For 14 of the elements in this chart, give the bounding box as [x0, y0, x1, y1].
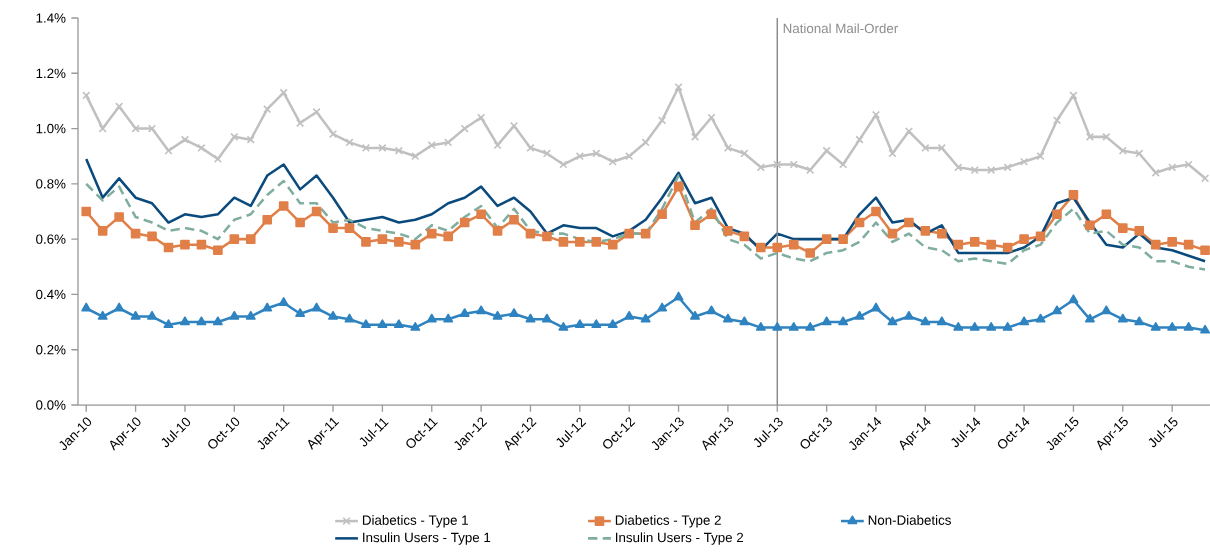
- y-tick-label: 1.0%: [36, 123, 66, 134]
- y-tick-label: 0.0%: [36, 400, 66, 410]
- ref-line-label: National Mail-Order: [783, 23, 898, 34]
- y-tick-label: 0.4%: [36, 289, 66, 300]
- legend-label: Insulin Users - Type 1: [363, 532, 491, 545]
- y-tick-label: 0.6%: [36, 234, 66, 244]
- legend-label: Diabetics - Type 2: [615, 515, 721, 528]
- y-tick-label: 0.2%: [36, 345, 66, 355]
- legend-label: Insulin Users - Type 2: [616, 532, 744, 545]
- legend-label: Non-Diabetics: [868, 515, 951, 525]
- legend-label: Diabetics - Type 1: [362, 515, 468, 528]
- y-tick-label: 0.8%: [36, 179, 66, 189]
- y-tick-label: 1.2%: [36, 68, 66, 78]
- y-tick-label: 1.4%: [36, 13, 66, 23]
